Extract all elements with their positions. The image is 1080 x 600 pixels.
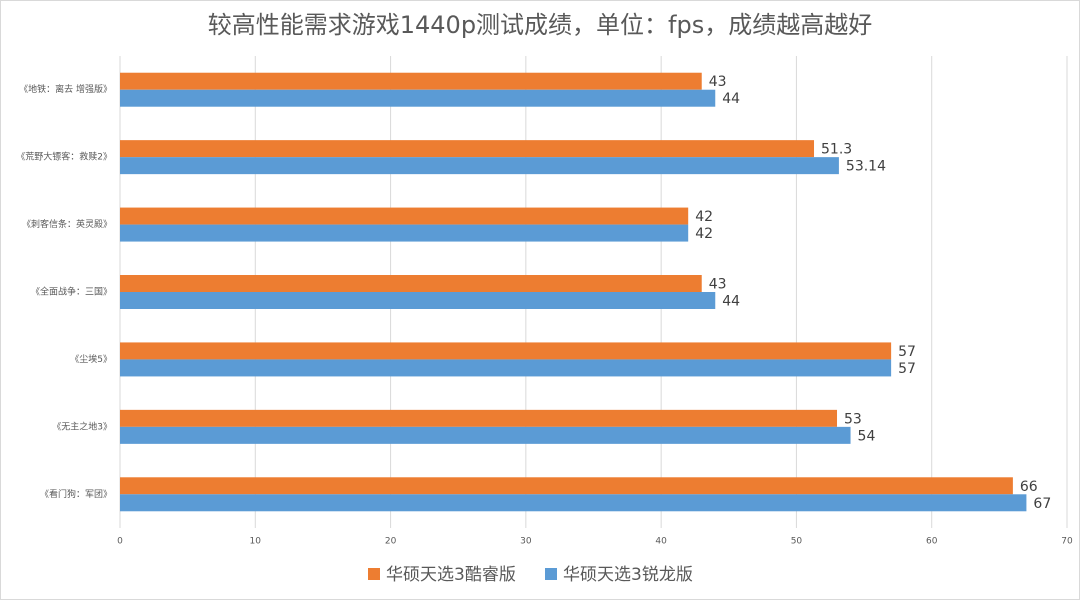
bar (120, 359, 892, 377)
x-tick-label: 60 (926, 537, 938, 547)
data-label: 42 (695, 209, 713, 225)
chart-title: 较高性能需求游戏1440p测试成绩，单位：fps，成绩越高越好 (208, 11, 873, 39)
bar (120, 275, 702, 292)
x-tick-label: 10 (250, 537, 262, 547)
bar (120, 426, 851, 444)
x-tick-label: 20 (385, 537, 397, 547)
y-tick-label: 《无主之地3》 (52, 420, 112, 432)
x-tick-label: 30 (520, 537, 532, 547)
data-label: 53.14 (846, 159, 886, 175)
data-label: 43 (709, 277, 727, 293)
x-tick-label: 70 (1061, 537, 1073, 547)
bar (120, 207, 689, 225)
x-tick-label: 0 (117, 537, 123, 547)
bar (120, 157, 839, 175)
legend-swatch (368, 568, 380, 580)
y-tick-label: 《看门狗：军团》 (40, 488, 112, 500)
data-label: 44 (722, 91, 740, 107)
data-label: 57 (898, 361, 916, 377)
y-tick-label: 《尘埃5》 (70, 353, 112, 365)
data-label: 51.3 (821, 142, 852, 158)
legend-swatch (545, 568, 557, 580)
y-tick-label: 《荒野大镖客：救赎2》 (16, 151, 112, 163)
bar (120, 342, 892, 360)
bar (120, 477, 1013, 495)
y-tick-label: 《刺客信条：英灵殿》 (22, 218, 112, 230)
data-label: 42 (695, 226, 713, 242)
x-tick-label: 50 (791, 537, 803, 547)
y-tick-label: 《全面战争：三国》 (31, 286, 112, 298)
data-label: 57 (898, 344, 916, 360)
data-label: 66 (1020, 479, 1038, 495)
bar (120, 494, 1027, 512)
legend-label: 华硕天选3锐龙版 (563, 565, 693, 585)
data-label: 54 (858, 428, 876, 444)
data-label: 44 (722, 294, 740, 310)
bar (120, 292, 716, 309)
bar (120, 89, 716, 107)
y-tick-label: 《地铁：离去 增强版》 (19, 83, 112, 95)
data-label: 53 (844, 411, 862, 427)
legend-label: 华硕天选3酷睿版 (386, 565, 516, 585)
bar (120, 409, 838, 427)
bar (120, 224, 689, 242)
data-label: 67 (1033, 496, 1051, 512)
bar (120, 140, 815, 158)
bar (120, 72, 702, 90)
x-tick-label: 40 (655, 537, 667, 547)
data-label: 43 (709, 74, 727, 90)
